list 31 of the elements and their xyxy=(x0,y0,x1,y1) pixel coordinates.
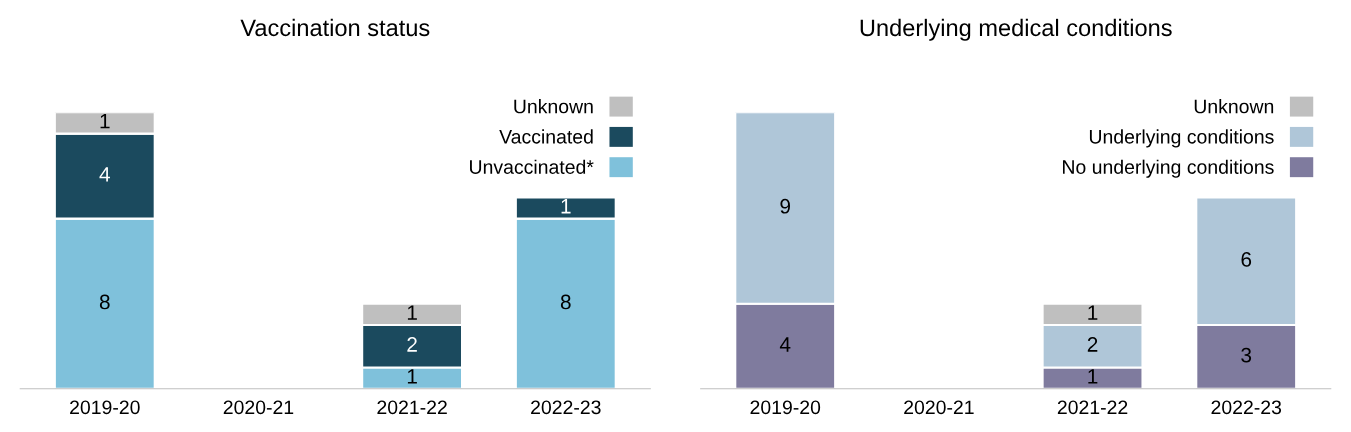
legend-label: Unvaccinated* xyxy=(470,159,594,174)
data-label: 4 xyxy=(99,167,110,182)
data-label: 2 xyxy=(407,337,417,352)
data-label: 1 xyxy=(407,305,417,320)
legend-label: No underlying conditions xyxy=(1063,159,1274,178)
x-tick-label: 2021-22 xyxy=(1057,400,1128,415)
data-label: 6 xyxy=(1241,252,1252,267)
x-tick-label: 2020-21 xyxy=(223,400,294,415)
legend-label: Unknown xyxy=(514,99,593,114)
data-label: 1 xyxy=(1088,369,1098,384)
data-label: 3 xyxy=(1241,347,1252,363)
x-tick-label: 2020-21 xyxy=(904,400,974,415)
chart-title: Underlying medical conditions xyxy=(860,18,1172,41)
data-label: 1 xyxy=(407,369,417,384)
x-tick-label: 2019-20 xyxy=(750,400,821,415)
data-label: 8 xyxy=(560,294,571,310)
legend-label: Underlying conditions xyxy=(1089,129,1274,148)
x-tick-label: 2022-23 xyxy=(531,400,601,415)
x-tick-label: 2022-23 xyxy=(1211,400,1282,415)
legend-label: Vaccinated xyxy=(499,129,593,144)
legend-label: Unknown xyxy=(1194,99,1274,114)
data-label: 9 xyxy=(780,198,791,214)
data-label: 8 xyxy=(99,294,110,310)
chart-title: Vaccination status xyxy=(240,18,430,37)
x-tick-label: 2021-22 xyxy=(377,400,447,415)
data-label: 1 xyxy=(561,199,571,214)
data-label: 1 xyxy=(1088,305,1098,320)
x-tick-label: 2019-20 xyxy=(70,400,140,415)
data-label: 4 xyxy=(779,337,791,352)
data-label: 2 xyxy=(1087,337,1098,352)
data-label: 1 xyxy=(100,114,110,129)
